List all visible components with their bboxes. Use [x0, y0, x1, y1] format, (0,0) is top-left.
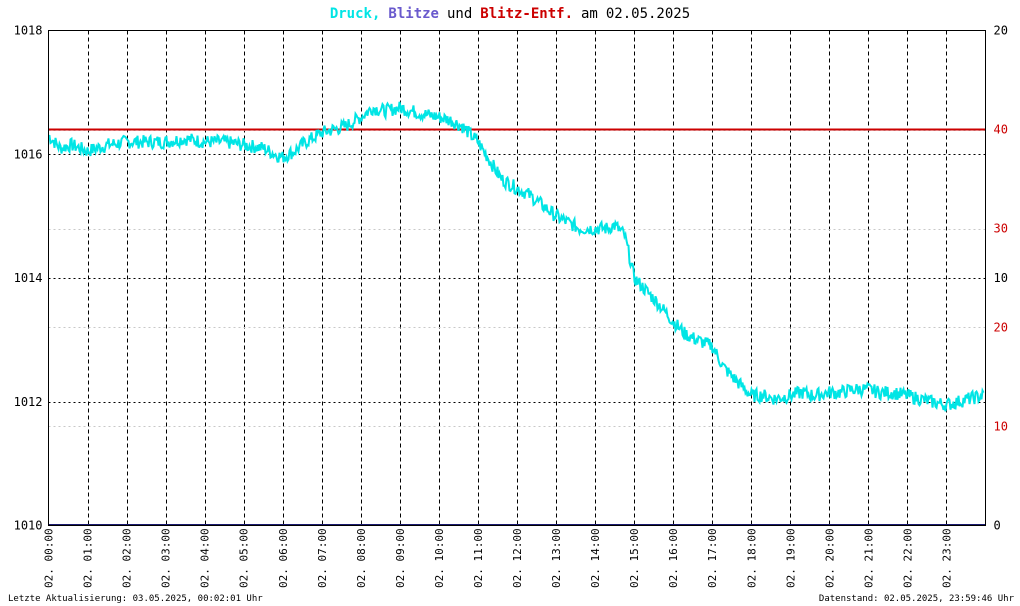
x-tick-label: 02. 20:00: [823, 528, 836, 588]
x-tick-label: 02. 22:00: [901, 528, 914, 588]
x-tick-label: 02. 12:00: [511, 528, 524, 588]
series-layer: [48, 101, 985, 412]
x-tick-label: 02. 08:00: [355, 528, 368, 588]
x-tick-label: 02. 09:00: [394, 528, 407, 588]
x-tick-label: 02. 07:00: [316, 528, 329, 588]
right-axis: 0 10 20 10 20 30 40: [994, 24, 1008, 533]
right-tick-label-red: 20: [994, 321, 1008, 335]
chart-title: Druck, Blitze und Blitz-Entf. am 02.05.2025: [330, 6, 690, 22]
title-date: 02.05.2025: [606, 6, 690, 22]
plot-frame: [48, 30, 986, 526]
x-tick-label: 02. 15:00: [628, 528, 641, 588]
x-tick-label: 02. 10:00: [433, 528, 446, 588]
x-tick-label: 02. 02:00: [121, 528, 134, 588]
title-druck: Druck,: [330, 6, 381, 22]
x-tick-label: 02. 11:00: [472, 528, 485, 588]
x-tick-label: 02. 04:00: [199, 528, 212, 588]
left-tick-label: 1016: [14, 147, 43, 161]
left-axis: 1010 1012 1014 1016 1018: [14, 24, 43, 533]
grid: [48, 30, 986, 526]
left-tick-label: 1018: [14, 24, 43, 38]
x-tick-label: 02. 21:00: [862, 528, 875, 588]
x-axis: 02. 00:00 02. 01:00 02. 02:00 02. 03:00 02. …: [43, 528, 954, 588]
x-tick-label: 02. 03:00: [160, 528, 173, 588]
right-tick-label-red: 10: [994, 420, 1008, 434]
right-tick-label-red: 40: [994, 123, 1008, 137]
druck-series-line: [48, 101, 985, 412]
x-tick-label: 02. 05:00: [238, 528, 251, 588]
right-tick-label: 10: [994, 271, 1008, 285]
footer-last-update: Letzte Aktualisierung: 03.05.2025, 00:02…: [8, 594, 263, 604]
title-blitze: Blitze: [388, 6, 439, 22]
left-tick-label: 1012: [14, 395, 43, 409]
left-tick-label: 1014: [14, 271, 43, 285]
x-tick-label: 02. 17:00: [706, 528, 719, 588]
x-tick-label: 02. 14:00: [589, 528, 602, 588]
x-tick-label: 02. 06:00: [277, 528, 290, 588]
right-tick-label-red: 30: [994, 222, 1008, 236]
x-tick-label: 02. 18:00: [745, 528, 758, 588]
x-tick-label: 02. 13:00: [550, 528, 563, 588]
x-tick-label: 02. 19:00: [784, 528, 797, 588]
title-am: am: [581, 6, 598, 22]
x-tick-label: 02. 23:00: [940, 528, 953, 588]
footer-data-state: Datenstand: 02.05.2025, 23:59:46 Uhr: [819, 594, 1015, 604]
x-tick-label: 02. 01:00: [82, 528, 95, 588]
right-tick-label: 0: [994, 519, 1001, 533]
left-tick-label: 1010: [14, 519, 43, 533]
right-tick-label: 20: [994, 24, 1008, 38]
x-tick-label: 02. 00:00: [43, 528, 56, 588]
title-entf: Blitz-Entf.: [480, 6, 573, 22]
title-und: und: [447, 6, 472, 22]
x-tick-label: 02. 16:00: [667, 528, 680, 588]
